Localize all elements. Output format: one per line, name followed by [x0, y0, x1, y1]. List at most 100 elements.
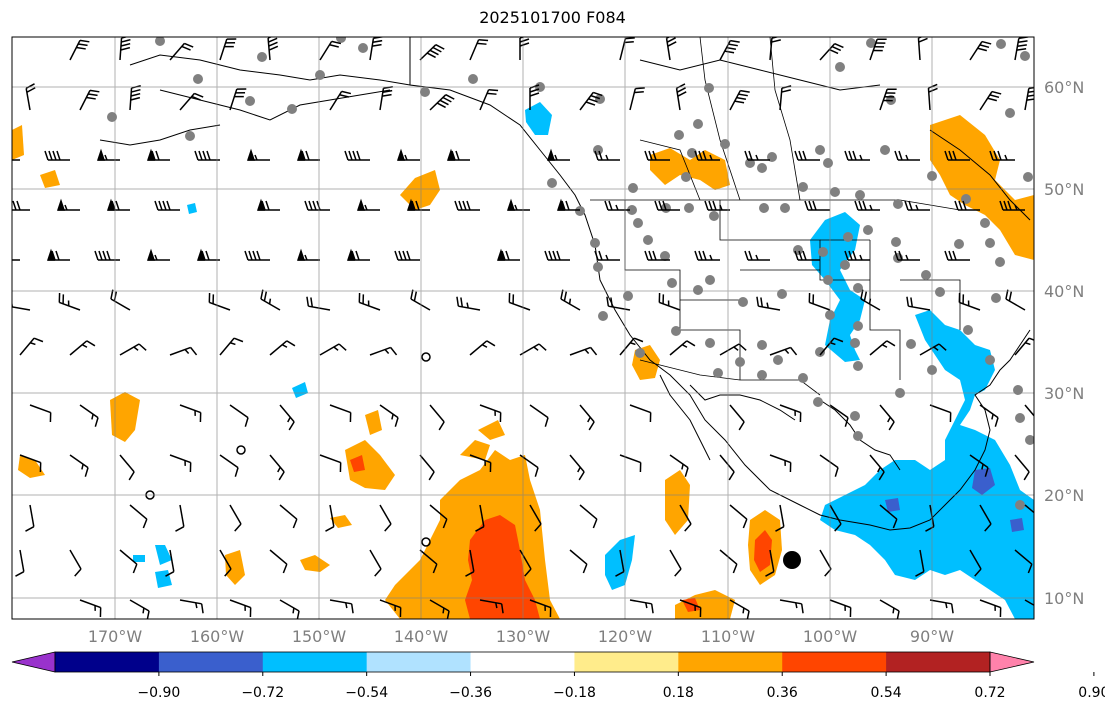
wind-barb [346, 248, 370, 261]
colorbar-tick-label: −0.90 [137, 685, 180, 701]
wind-barb [804, 200, 830, 211]
wind-barb [854, 200, 880, 211]
wind-barb [529, 404, 549, 427]
wind-barb [769, 346, 798, 356]
wind-barb [479, 599, 504, 614]
wind-barbs [12, 37, 1034, 619]
wind-barb [544, 250, 570, 261]
wind-barb [944, 150, 970, 161]
wind-barb [704, 200, 730, 211]
wind-barb [79, 599, 102, 618]
wind-barb [629, 404, 652, 423]
wind-barb [979, 404, 999, 427]
wind-barb [325, 504, 335, 532]
wind-barb [169, 42, 194, 61]
wind-barb [844, 250, 870, 261]
wind-barb [729, 404, 745, 431]
wind-barb [519, 549, 532, 577]
wind-barb [379, 504, 392, 532]
colorbar-tick-label: −0.54 [345, 685, 388, 701]
longitude-label: 140°W [394, 627, 449, 646]
longitude-label: 110°W [701, 627, 756, 646]
colorbar-outline [54, 651, 991, 673]
wind-barb [94, 250, 120, 261]
wind-barb [479, 404, 502, 423]
wind-barb [906, 296, 931, 311]
wind-barb [569, 549, 588, 574]
wind-barb [619, 337, 644, 356]
political-borders [409, 37, 961, 396]
wind-barb [694, 150, 720, 161]
wind-barb [179, 599, 204, 614]
wind-barb [929, 404, 952, 423]
wind-barb [694, 250, 720, 261]
colorbar-tick-label: −0.72 [241, 685, 284, 701]
colorbar-tick-labels: −0.90 −0.72 −0.54 −0.36 −0.18 0.18 0.36 0.54 0.7… [137, 672, 1105, 701]
wind-barb [979, 90, 1002, 111]
wind-barb [894, 250, 920, 261]
wind-barb [319, 454, 342, 473]
wind-barb [146, 148, 170, 161]
wind-barb [879, 504, 898, 529]
wind-barb [819, 337, 844, 356]
wind-barb [794, 250, 820, 261]
wind-barb [19, 454, 42, 473]
wind-barb [379, 404, 399, 427]
wind-barb [769, 37, 782, 61]
wind-barb [69, 454, 89, 477]
wind-barb [69, 39, 90, 61]
wind-barb [319, 343, 347, 356]
wind-barb [604, 200, 630, 211]
wind-barb [219, 454, 239, 477]
wind-barb [406, 198, 430, 211]
wind-barb [429, 94, 455, 111]
wind-barb [56, 198, 80, 211]
colorbar-segment [55, 652, 160, 672]
wind-barb [454, 200, 480, 211]
wind-barb [969, 40, 992, 61]
wind-barb [765, 549, 775, 577]
wind-barb [106, 198, 130, 211]
wind-barb [954, 200, 980, 211]
colorbar-tick-label: −0.36 [449, 685, 492, 701]
longitude-label: 170°W [88, 627, 143, 646]
wind-barb [744, 150, 770, 161]
latitude-label: 60°N [1044, 78, 1084, 97]
wind-barb [79, 404, 99, 427]
wind-barb [529, 504, 542, 532]
colorbar-tick-label: 0.36 [767, 685, 798, 701]
colorbar-segment [262, 652, 368, 672]
colorbar [11, 651, 1035, 673]
wind-barb [929, 599, 954, 614]
wind-barb [744, 250, 770, 261]
wind-barb [69, 549, 82, 577]
wind-barb [679, 599, 702, 618]
wind-barb [79, 89, 100, 111]
coastlines [99, 37, 1031, 531]
wind-barb [844, 150, 870, 161]
wind-barb [756, 296, 781, 311]
wind-barb [208, 292, 231, 311]
wind-barb [869, 454, 885, 481]
wind-barb [356, 198, 380, 211]
positive-anomaly-regions [12, 115, 1034, 619]
wind-barb [12, 159, 20, 161]
wind-barb [879, 404, 895, 431]
wind-barb [129, 504, 148, 529]
negative-anomaly-regions [133, 102, 1034, 619]
longitude-label: 160°W [190, 627, 245, 646]
wind-barb [58, 292, 81, 311]
latitude-label: 10°N [1044, 589, 1084, 608]
longitude-label: 100°W [803, 627, 858, 646]
wind-barb [394, 250, 420, 261]
colorbar-tick-label: 0.90 [1078, 685, 1105, 701]
latitude-labels: 60°N 50°N 40°N 30°N 20°N 10°N [1044, 78, 1084, 608]
wind-barb [196, 248, 220, 261]
wind-barb [146, 248, 170, 261]
wind-barb [269, 549, 288, 574]
wind-barb [396, 148, 420, 161]
wind-barb [358, 292, 381, 311]
wind-barb [12, 200, 30, 211]
wind-barb [419, 454, 435, 481]
wind-barb [879, 88, 897, 111]
